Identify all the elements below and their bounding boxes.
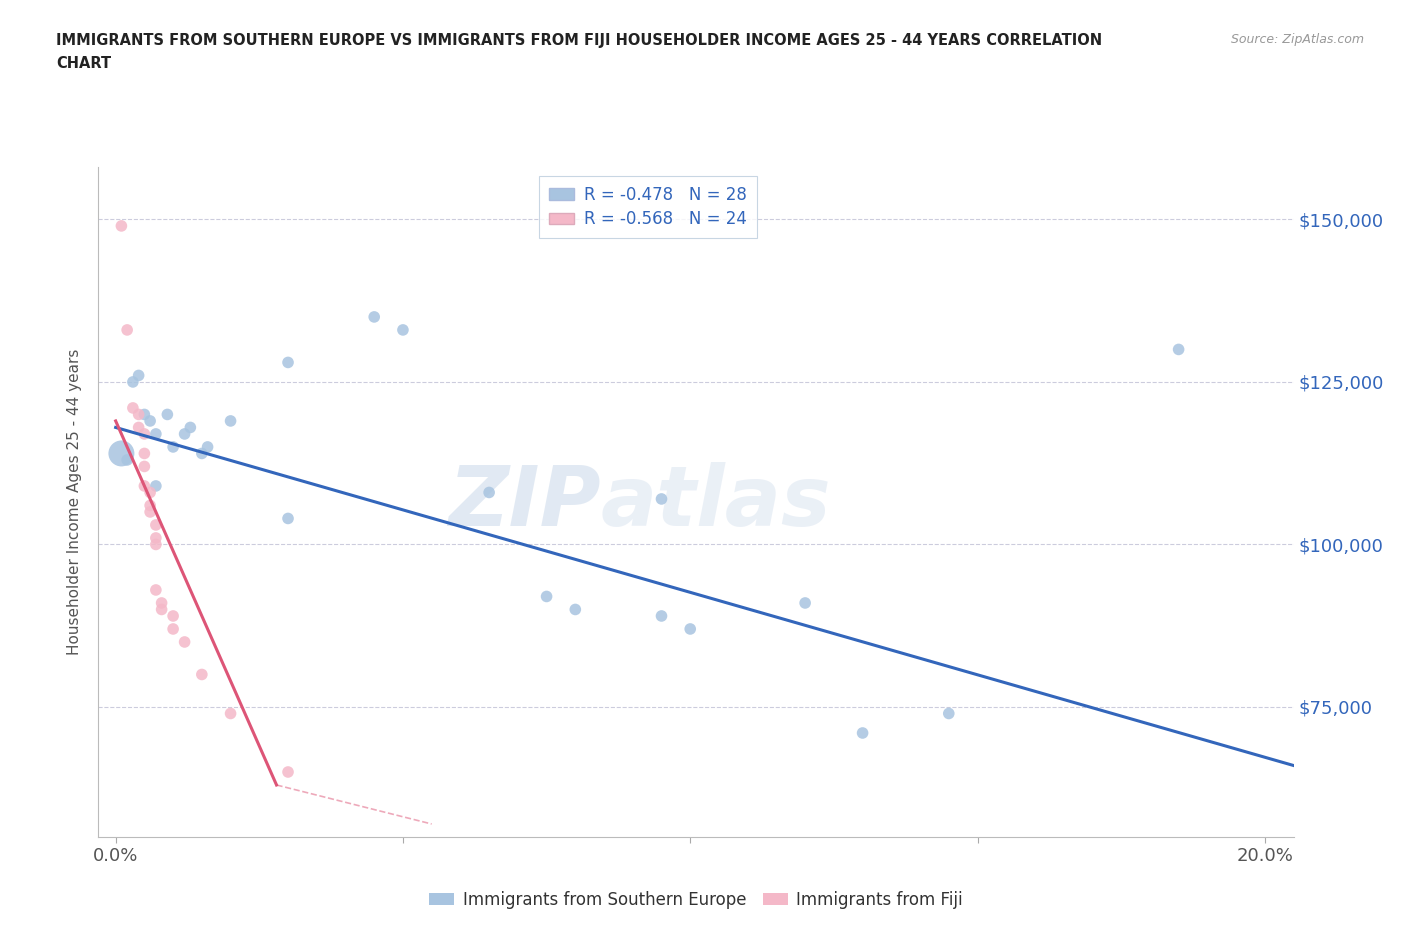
Text: IMMIGRANTS FROM SOUTHERN EUROPE VS IMMIGRANTS FROM FIJI HOUSEHOLDER INCOME AGES : IMMIGRANTS FROM SOUTHERN EUROPE VS IMMIG…: [56, 33, 1102, 47]
Point: [110, 219, 132, 233]
Point: [139, 498, 162, 512]
Point: [122, 401, 145, 416]
Point: [145, 427, 167, 442]
Point: [162, 608, 184, 623]
Point: [173, 427, 195, 442]
Point: [536, 589, 558, 604]
Point: [191, 446, 214, 461]
Point: [650, 492, 672, 507]
Point: [219, 706, 242, 721]
Point: [115, 453, 138, 468]
Point: [150, 602, 173, 617]
Point: [145, 530, 167, 545]
Point: [277, 511, 299, 525]
Point: [794, 595, 817, 610]
Point: [852, 725, 875, 740]
Point: [219, 414, 242, 429]
Y-axis label: Householder Income Ages 25 - 44 years: Householder Income Ages 25 - 44 years: [67, 349, 83, 656]
Point: [564, 602, 586, 617]
Point: [156, 407, 179, 422]
Point: [162, 440, 184, 455]
Point: [134, 479, 156, 494]
Point: [145, 582, 167, 597]
Point: [115, 323, 138, 338]
Point: [197, 440, 219, 455]
Text: CHART: CHART: [56, 56, 111, 71]
Point: [128, 420, 150, 435]
Point: [134, 427, 156, 442]
Point: [363, 310, 385, 325]
Point: [134, 407, 156, 422]
Point: [1167, 342, 1189, 357]
Text: ZIP: ZIP: [447, 461, 600, 543]
Point: [145, 537, 167, 551]
Legend: Immigrants from Southern Europe, Immigrants from Fiji: Immigrants from Southern Europe, Immigra…: [423, 884, 969, 916]
Point: [191, 667, 214, 682]
Point: [179, 420, 201, 435]
Point: [134, 459, 156, 474]
Point: [134, 446, 156, 461]
Text: Source: ZipAtlas.com: Source: ZipAtlas.com: [1230, 33, 1364, 46]
Point: [938, 706, 960, 721]
Point: [128, 368, 150, 383]
Point: [139, 504, 162, 519]
Point: [139, 485, 162, 500]
Point: [650, 608, 672, 623]
Point: [145, 479, 167, 494]
Point: [150, 595, 173, 610]
Point: [478, 485, 501, 500]
Text: atlas: atlas: [600, 461, 831, 543]
Point: [162, 621, 184, 636]
Point: [392, 323, 415, 338]
Point: [277, 764, 299, 779]
Point: [173, 634, 195, 649]
Point: [139, 414, 162, 429]
Point: [122, 375, 145, 390]
Point: [110, 446, 132, 461]
Point: [145, 517, 167, 532]
Point: [128, 407, 150, 422]
Point: [277, 355, 299, 370]
Point: [679, 621, 702, 636]
